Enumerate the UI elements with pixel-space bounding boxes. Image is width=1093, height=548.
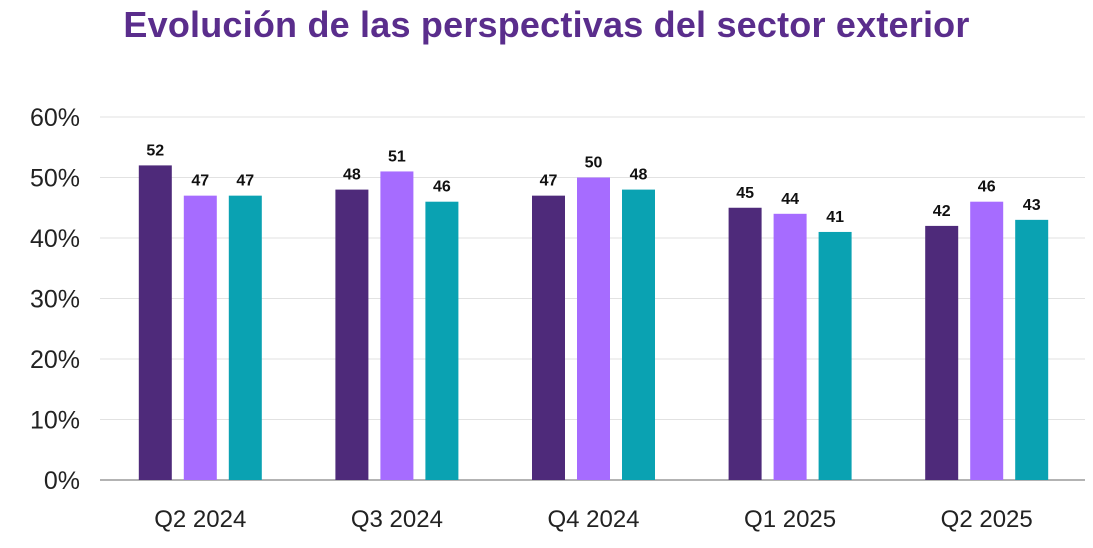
bar <box>970 201 1004 480</box>
y-tick-label: 0% <box>44 467 80 495</box>
y-tick-label: 10% <box>30 407 80 435</box>
y-tick-label: 20% <box>30 346 80 374</box>
data-label: 47 <box>236 173 254 190</box>
bar <box>773 213 807 481</box>
bar <box>335 189 369 480</box>
x-tick-label: Q2 2024 <box>154 506 246 533</box>
data-labels: 52 47 47 48 51 46 47 50 48 45 44 41 42 46 43 <box>146 142 1040 226</box>
bar <box>228 195 262 480</box>
data-label: 41 <box>826 209 844 226</box>
x-tick-label: Q1 2025 <box>744 506 836 533</box>
data-label: 48 <box>630 167 648 184</box>
chart-title: Evolución de las perspectivas del sector… <box>123 4 970 45</box>
y-tick-label: 50% <box>30 165 80 193</box>
bar <box>532 195 565 480</box>
data-label: 50 <box>585 155 603 172</box>
x-tick-label: Q4 2024 <box>547 506 639 533</box>
data-label: 52 <box>146 142 164 159</box>
x-tick-label: Q3 2024 <box>351 506 443 533</box>
x-tick-label: Q2 2025 <box>941 506 1033 533</box>
bar <box>925 225 959 480</box>
bar <box>728 207 762 480</box>
bar <box>138 165 172 480</box>
data-label: 47 <box>191 173 209 190</box>
data-label: 47 <box>540 173 558 190</box>
data-label: 42 <box>933 203 951 220</box>
y-axis: 0% 10% 20% 30% 40% 50% 60% <box>30 104 80 495</box>
bar <box>183 195 217 480</box>
bar <box>622 189 655 480</box>
data-label: 44 <box>781 191 799 208</box>
x-axis: Q2 2024 Q3 2024 Q4 2024 Q1 2025 Q2 2025 <box>154 506 1032 533</box>
data-label: 45 <box>736 185 754 202</box>
bar <box>425 201 459 480</box>
y-tick-label: 60% <box>30 104 80 132</box>
data-label: 46 <box>978 179 996 196</box>
data-label: 48 <box>343 167 361 184</box>
data-label: 43 <box>1023 197 1041 214</box>
bar <box>577 177 610 480</box>
bars <box>138 165 1049 481</box>
bar <box>380 171 414 480</box>
y-tick-label: 30% <box>30 286 80 314</box>
bar <box>818 231 852 480</box>
data-label: 46 <box>433 179 451 196</box>
data-label: 51 <box>388 148 406 165</box>
y-tick-label: 40% <box>30 225 80 253</box>
bar <box>1015 219 1049 480</box>
